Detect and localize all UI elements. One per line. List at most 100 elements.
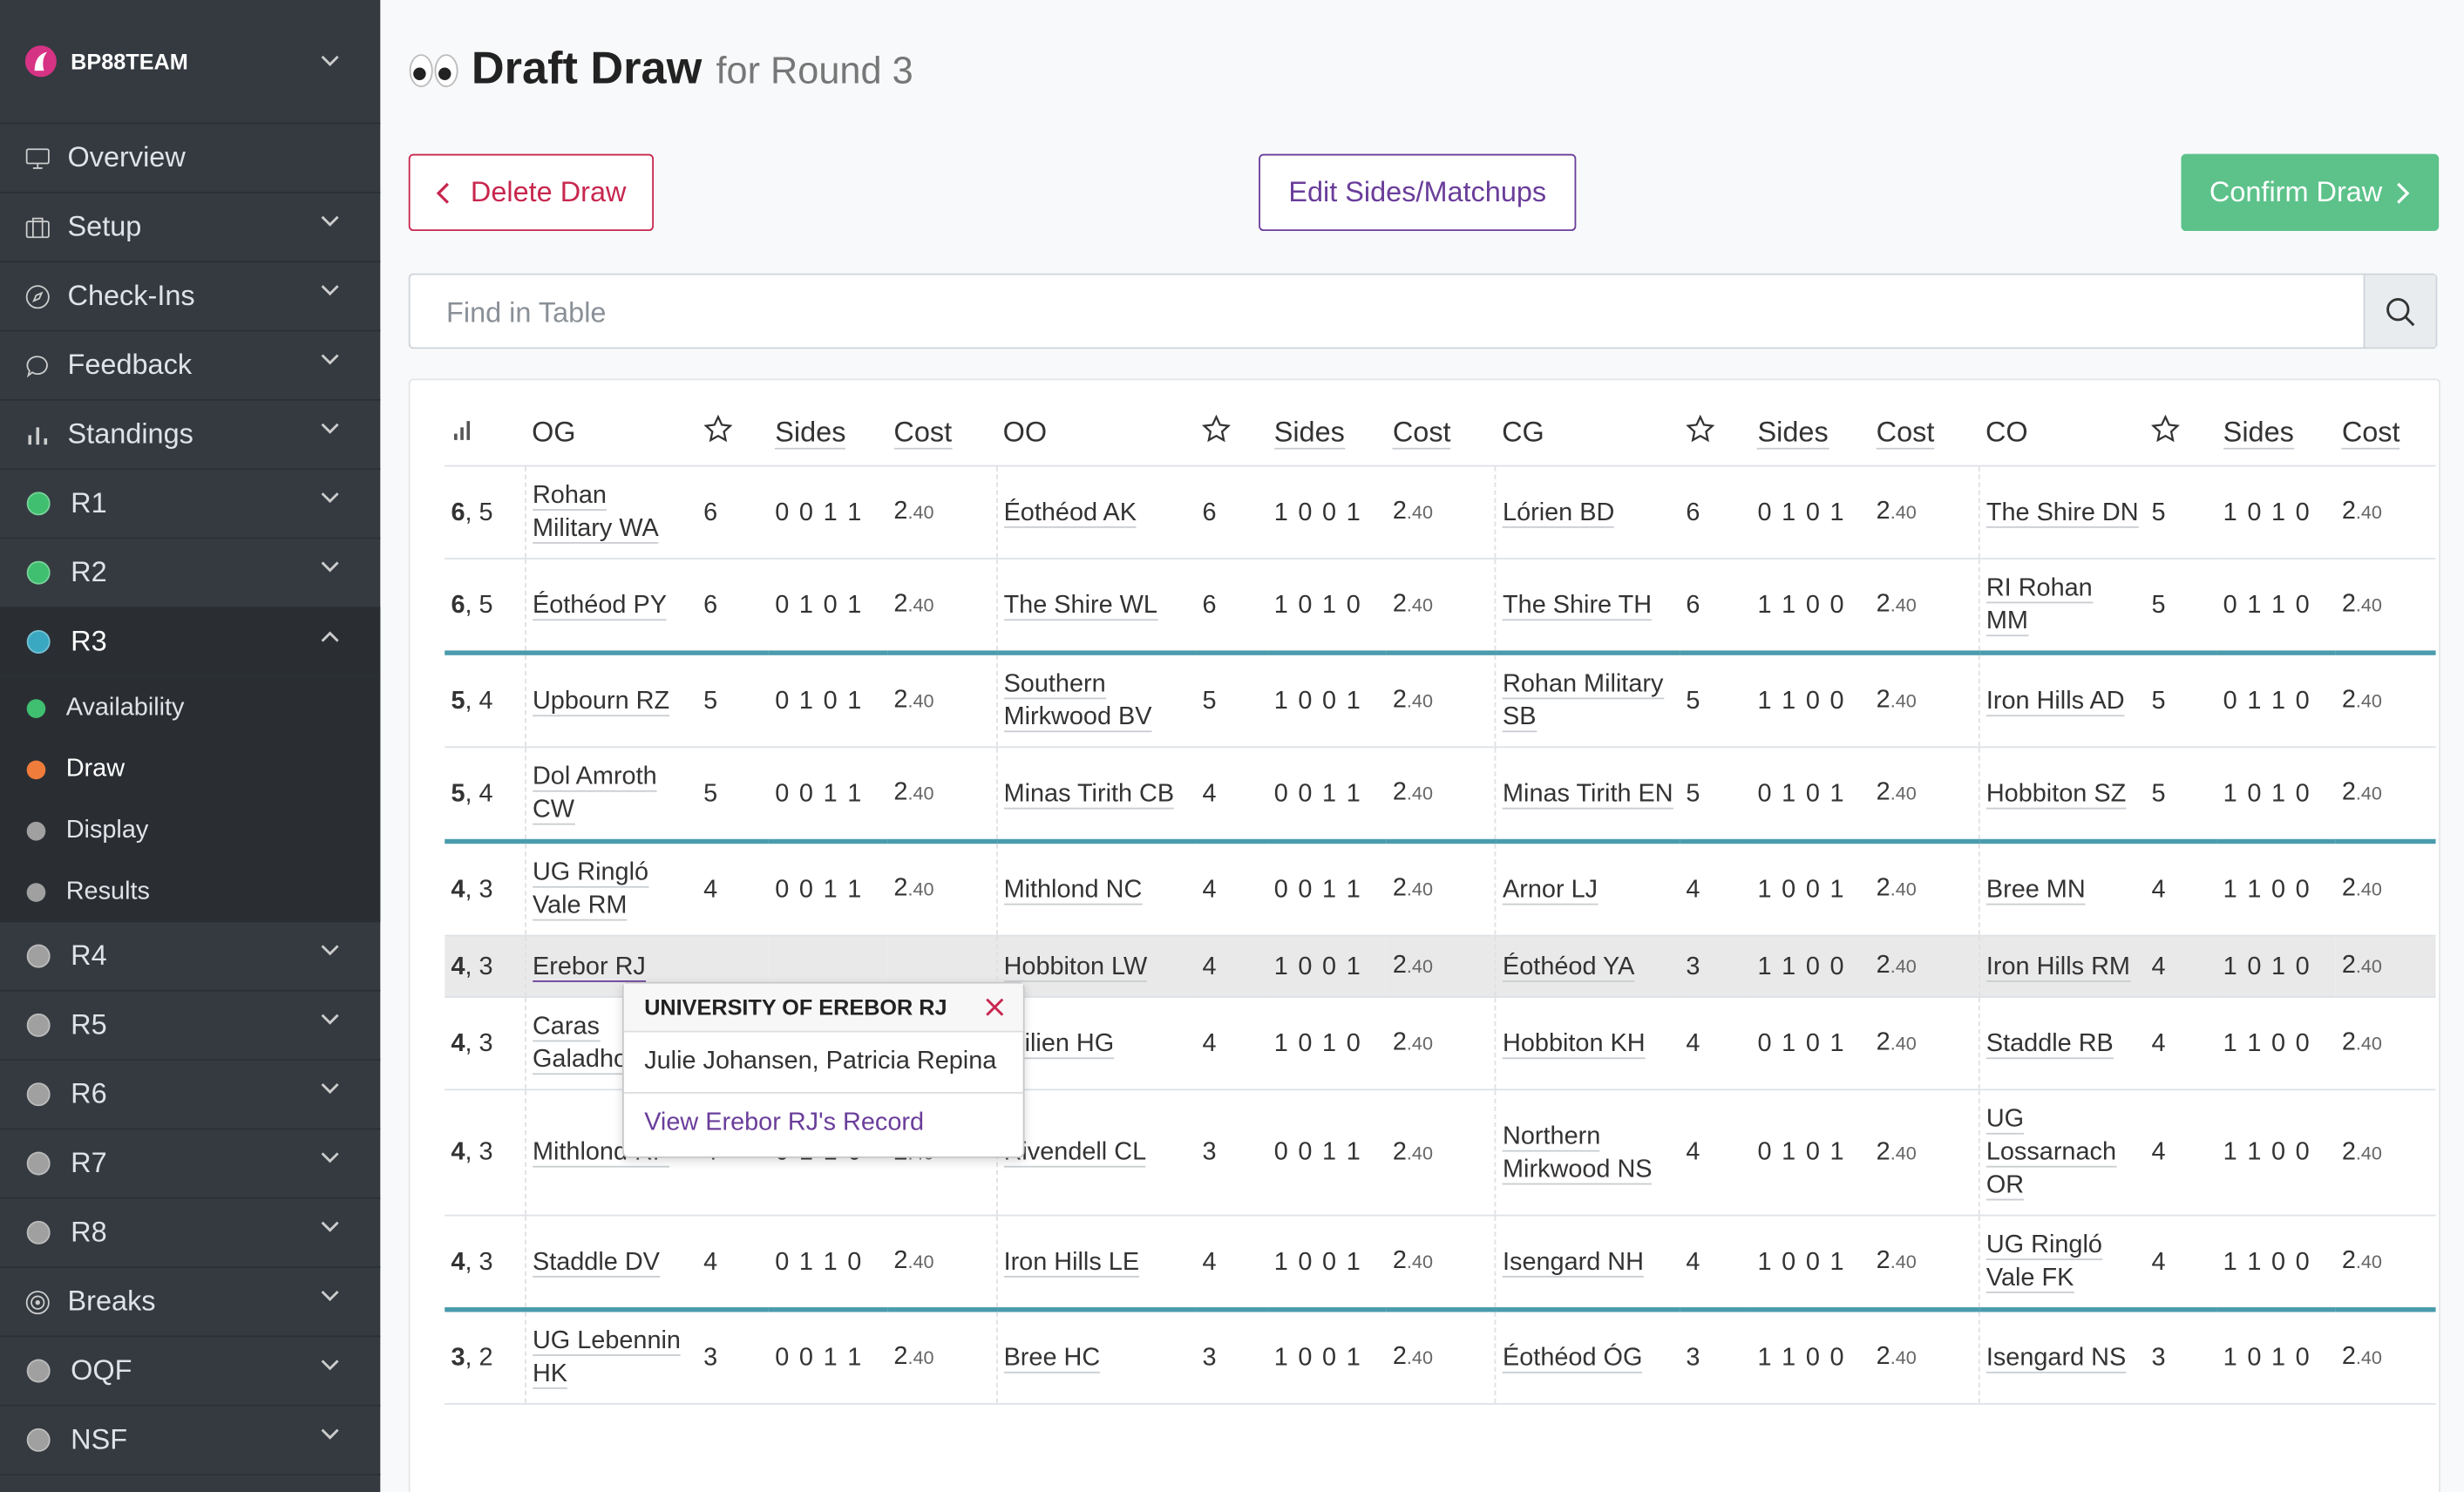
team-name[interactable]: Mithlond NC <box>1003 876 1143 905</box>
nav-item[interactable]: R5 <box>0 992 381 1061</box>
edit-button[interactable]: Edit Sides/Matchups <box>1259 153 1577 232</box>
team-name[interactable]: Iron Hills RM <box>1985 953 2130 981</box>
sides-cell: 1 0 1 0 <box>1267 558 1387 655</box>
team-name[interactable]: Hobbiton SZ <box>1985 780 2127 809</box>
nav-label: Display <box>65 816 149 844</box>
team-name[interactable]: UG Lebennin HK <box>532 1327 681 1389</box>
team-name[interactable]: Iron Hills AD <box>1985 687 2125 716</box>
cost: 2.40 <box>2341 590 2382 618</box>
subnav-item[interactable]: Availability <box>0 677 380 738</box>
team-name[interactable]: The Shire TH <box>1503 591 1653 621</box>
team-name[interactable]: UG Ringló Vale RM <box>532 859 649 921</box>
subnav-item[interactable]: Results <box>0 861 380 922</box>
team-name[interactable]: Éothéod YA <box>1503 953 1635 981</box>
nav-item[interactable]: Overview <box>0 124 381 193</box>
team-name[interactable]: Bree MN <box>1985 876 2086 905</box>
sides-cell: 0 1 0 1 <box>1751 996 1870 1091</box>
cost: 2.40 <box>893 779 934 806</box>
team-name[interactable]: Isengard NH <box>1503 1248 1644 1277</box>
sides-header: Sides <box>1751 398 1870 467</box>
team-name[interactable]: Bree HC <box>1003 1344 1101 1373</box>
team-name[interactable]: Éothéod ÓG <box>1503 1344 1643 1373</box>
cost-cell: 2.40 <box>1870 841 1979 937</box>
close-icon[interactable] <box>985 998 1004 1017</box>
nav-item[interactable]: R7 <box>0 1129 381 1199</box>
room-points: 5 <box>479 498 493 526</box>
team-cell: Upbourn RZ <box>524 653 697 749</box>
team-name[interactable]: Hobbiton KH <box>1503 1029 1646 1059</box>
team-name[interactable]: Lórien BD <box>1503 498 1615 527</box>
team-name[interactable]: The Shire WL <box>1003 591 1157 621</box>
nav-item[interactable]: Standings <box>0 401 381 471</box>
cost-cell: 2.40 <box>887 841 997 937</box>
nav-item[interactable]: R6 <box>0 1061 381 1130</box>
nav-label: R8 <box>71 1216 107 1248</box>
nav-item[interactable]: R2 <box>0 539 381 608</box>
team-name[interactable]: Northern Mirkwood NS <box>1503 1122 1653 1184</box>
team-name[interactable]: Staddle RB <box>1985 1029 2114 1059</box>
position-header: CG <box>1495 398 1680 467</box>
nav-item[interactable]: R3 <box>0 607 381 678</box>
team-name[interactable]: Staddle DV <box>532 1248 660 1277</box>
nav-item[interactable]: R4 <box>0 922 381 992</box>
team-name[interactable]: Arnor LJ <box>1503 876 1599 905</box>
popover-link[interactable]: View Erebor RJ's Record <box>644 1109 925 1136</box>
team-header[interactable]: BP88TEAM <box>0 0 381 125</box>
team-cell: The Shire WL <box>995 558 1197 655</box>
team-name[interactable]: Rohan Military WA <box>532 482 659 544</box>
team-name[interactable]: Upbourn RZ <box>532 687 670 716</box>
team-name[interactable]: Southern Mirkwood BV <box>1003 670 1152 733</box>
points-cell: 4 <box>1680 1215 1752 1312</box>
team-name[interactable]: Rivendell CL <box>1003 1139 1147 1168</box>
team-name[interactable]: Dol Amroth CW <box>532 763 657 825</box>
team-name[interactable]: Éothéod PY <box>532 591 667 621</box>
nav-item[interactable]: Breaks <box>0 1268 381 1338</box>
nav-item[interactable]: NSF <box>0 1407 381 1475</box>
team-name[interactable]: UG Lossarnach OR <box>1985 1106 2116 1201</box>
nav-icon <box>25 1290 50 1314</box>
points-cell: 3 <box>696 1309 770 1405</box>
team-name[interactable]: Minas Tirith CB <box>1003 780 1175 809</box>
team-name[interactable]: Erebor RJ <box>532 953 646 981</box>
team-name[interactable]: Minas Tirith EN <box>1503 780 1673 809</box>
points: 5 <box>1202 687 1217 715</box>
confirm-button[interactable]: Confirm Draw <box>2181 153 2440 232</box>
bracket: 4 <box>451 876 465 903</box>
subnav-item[interactable]: Display <box>0 800 380 861</box>
cost-cell: 2.40 <box>1386 1309 1496 1405</box>
nav-item[interactable]: R1 <box>0 470 381 539</box>
subnav-item[interactable]: Draw <box>0 738 380 799</box>
nav-item[interactable]: Setup <box>0 193 381 263</box>
search-button[interactable] <box>2363 275 2436 348</box>
delete-button[interactable]: Delete Draw <box>408 153 655 232</box>
points-cell: 4 <box>1680 1089 1752 1217</box>
label: Sides <box>1273 415 1345 449</box>
nav-item[interactable]: R8 <box>0 1199 381 1268</box>
nav: Overview Setup Check-Ins Feedback Standings R… <box>0 124 381 1492</box>
team-name[interactable]: Isengard NS <box>1985 1344 2127 1373</box>
team-name[interactable]: Rohan Military SB <box>1503 670 1664 733</box>
points: 6 <box>703 591 718 619</box>
team-name[interactable]: Iron Hills LE <box>1003 1248 1140 1277</box>
team-cell: Isengard NH <box>1495 1215 1680 1312</box>
team-name[interactable]: Éothéod AK <box>1003 498 1137 527</box>
team-name[interactable]: Hobbiton LW <box>1003 953 1148 981</box>
nav-item[interactable]: Feedback <box>0 331 381 401</box>
nav-item[interactable]: OQF <box>0 1337 381 1407</box>
points: 5 <box>703 780 718 807</box>
room-points: 3 <box>479 953 493 980</box>
draw-row: 4, 3 UG Ringló Vale RM 4 0 0 1 1 2.40 Mithlon… <box>445 841 2436 937</box>
team-name[interactable]: UG Ringló Vale FK <box>1985 1231 2102 1293</box>
team-name[interactable]: RI Rohan MM <box>1985 574 2093 637</box>
team-name[interactable]: Caras Galadho <box>532 1013 628 1075</box>
points-header <box>1196 398 1268 467</box>
draw-row: 6, 5 Rohan Military WA 6 0 0 1 1 2.40 Éothéod… <box>445 465 2436 560</box>
team-name[interactable]: The Shire DN <box>1985 498 2139 527</box>
points: 6 <box>1202 591 1217 619</box>
nav-item[interactable]: QSF <box>0 1475 380 1492</box>
sides: 1 0 1 0 <box>2223 498 2311 526</box>
search[interactable]: Find in Table <box>408 273 2438 349</box>
nav-item[interactable]: Check-Ins <box>0 262 381 332</box>
cost-cell: 2.40 <box>1870 465 1979 560</box>
